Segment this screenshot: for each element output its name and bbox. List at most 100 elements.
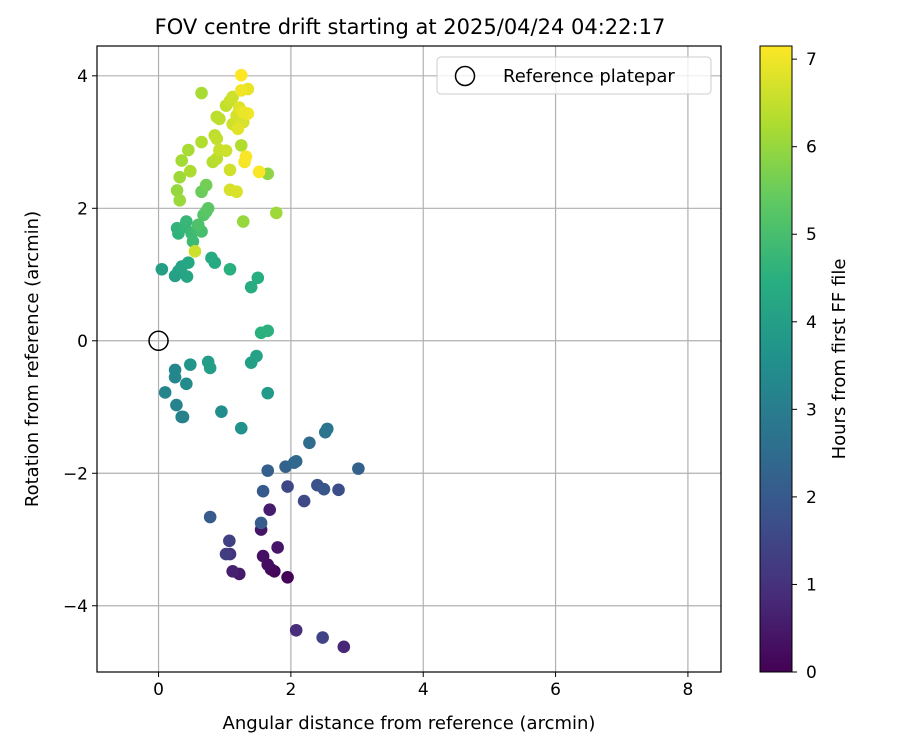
data-point	[195, 86, 208, 100]
data-point	[213, 112, 226, 126]
data-point	[180, 270, 194, 283]
data-point	[168, 363, 182, 377]
data-point	[184, 358, 197, 371]
data-point	[175, 154, 188, 167]
data-point	[158, 386, 172, 399]
colorbar-tick-label: 4	[806, 313, 817, 333]
colorbar-tick-label: 7	[806, 50, 817, 70]
data-point	[195, 135, 208, 149]
colorbar-ticks: 0 1 2 3 4 5 6 7	[792, 50, 817, 683]
data-point	[231, 122, 245, 136]
data-point	[320, 422, 334, 436]
data-points	[155, 68, 365, 654]
legend: Reference platepar	[436, 56, 712, 95]
data-point	[215, 405, 228, 418]
data-point	[234, 84, 248, 97]
data-point	[230, 185, 243, 199]
reference-marker-group	[148, 330, 169, 352]
data-point	[236, 215, 250, 228]
colorbar: 0 1 2 3 4 5 6 7 Hours from first FF file	[759, 45, 850, 683]
colorbar-tick-label: 6	[806, 138, 817, 158]
x-axis-label: Angular distance from reference (arcmin)	[223, 713, 596, 734]
data-point	[239, 150, 253, 163]
data-point	[186, 235, 200, 248]
data-point	[252, 165, 266, 179]
y-tick-label: −4	[63, 597, 88, 617]
colorbar-tick-label: 1	[806, 575, 817, 595]
data-point	[205, 251, 218, 265]
data-point	[226, 565, 239, 578]
data-point	[188, 245, 202, 258]
data-point	[173, 170, 187, 184]
reference-marker	[148, 330, 169, 352]
x-axis-ticks: 0 2 4 6 8	[153, 672, 693, 700]
data-point	[281, 480, 294, 493]
data-point	[201, 201, 215, 215]
data-point	[281, 570, 294, 584]
data-point	[254, 516, 268, 530]
data-point	[256, 484, 270, 498]
x-tick-label: 0	[153, 680, 164, 700]
data-point	[226, 90, 239, 104]
data-point	[173, 194, 187, 207]
data-point	[210, 132, 224, 146]
data-point	[261, 386, 275, 400]
legend-entry-reference: Reference platepar	[503, 66, 675, 87]
data-point	[219, 547, 233, 561]
data-point	[223, 534, 236, 548]
data-point	[251, 271, 265, 285]
data-point	[199, 178, 213, 192]
data-point	[289, 623, 303, 637]
data-point	[317, 482, 331, 496]
data-point	[261, 324, 275, 338]
data-point	[352, 462, 365, 475]
y-tick-label: −2	[63, 464, 88, 484]
data-point	[250, 349, 263, 363]
x-tick-label: 8	[683, 680, 694, 700]
data-point	[155, 262, 169, 276]
y-tick-label: 4	[77, 67, 88, 87]
data-point	[289, 455, 303, 468]
data-point	[203, 510, 217, 524]
data-point	[337, 640, 351, 654]
colorbar-label: Hours from first FF file	[829, 259, 850, 460]
x-tick-label: 6	[550, 680, 561, 700]
data-point	[170, 398, 183, 412]
data-point	[219, 144, 233, 157]
data-point	[261, 464, 275, 477]
data-point	[234, 139, 248, 152]
data-point	[271, 541, 284, 554]
colorbar-tick-label: 3	[806, 400, 817, 420]
data-point	[180, 377, 193, 391]
x-tick-label: 4	[418, 680, 429, 700]
data-point	[234, 68, 248, 82]
colorbar-tick-label: 2	[806, 488, 817, 508]
data-point	[176, 410, 190, 424]
data-point	[303, 436, 316, 450]
data-point	[297, 494, 311, 508]
data-point	[223, 163, 237, 177]
y-tick-label: 2	[77, 199, 88, 219]
legend-marker-icon	[454, 65, 476, 87]
data-point	[244, 280, 258, 294]
data-point	[170, 184, 184, 197]
chart-title: FOV centre drift starting at 2025/04/24 …	[155, 15, 666, 39]
colorbar-tick-label: 5	[806, 225, 817, 245]
data-point	[182, 256, 195, 269]
legend-box	[436, 56, 712, 95]
data-point	[263, 503, 277, 517]
data-point	[182, 143, 195, 157]
data-point	[184, 164, 197, 178]
colorbar-tick-label: 0	[806, 663, 817, 683]
data-point	[234, 421, 248, 435]
y-axis-label: Rotation from reference (arcmin)	[22, 211, 43, 507]
y-axis-ticks: 4 2 0 −2 −4	[63, 67, 97, 617]
data-point	[316, 631, 329, 644]
data-point	[236, 105, 250, 119]
data-point	[203, 361, 217, 375]
data-point	[332, 483, 345, 497]
y-tick-label: 0	[77, 332, 88, 352]
data-point	[180, 215, 193, 228]
x-tick-label: 2	[285, 680, 296, 700]
